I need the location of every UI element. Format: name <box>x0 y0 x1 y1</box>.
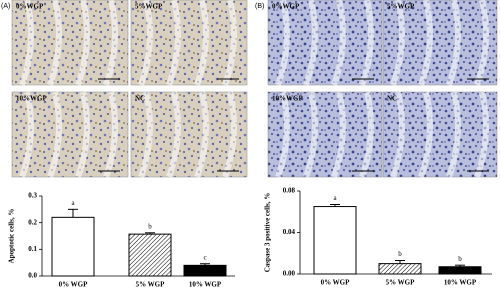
y-tick-label: 0.0 <box>28 272 37 280</box>
y-tick-label: 0.04 <box>283 228 296 236</box>
x-tick-label: 10% WGP <box>189 281 222 289</box>
villus <box>359 0 374 86</box>
error-bar <box>455 264 465 267</box>
error-bar <box>200 263 210 266</box>
villus <box>418 91 433 178</box>
villus <box>103 91 118 178</box>
error-bar <box>145 232 155 235</box>
y-tick-label: 0.2 <box>28 218 37 226</box>
micrograph-panels: (A) 0%WGP 5%WGP 10%WGP NC (B) 0%WGP 5%WGP 10%WGP… <box>1 0 498 178</box>
villus <box>75 91 90 178</box>
villus <box>275 0 290 86</box>
villus <box>166 0 181 86</box>
bar <box>313 206 357 275</box>
villus <box>47 0 62 86</box>
bar <box>128 233 172 277</box>
x-tick-label: 10% WGP <box>444 279 477 287</box>
villus <box>418 0 433 86</box>
x-tick-label: 0% WGP <box>59 281 89 289</box>
villus <box>138 91 153 178</box>
villus <box>75 0 90 86</box>
image-label: NC <box>135 95 145 103</box>
villus <box>446 0 461 86</box>
image-label: NC <box>387 95 397 103</box>
image-label: 10%WGP <box>16 95 47 103</box>
villus <box>19 0 34 86</box>
bar <box>378 263 422 275</box>
villus <box>331 91 346 178</box>
villus <box>390 91 405 178</box>
villus <box>359 91 374 178</box>
x-tick-label: 5% WGP <box>386 279 416 287</box>
villus <box>303 91 318 178</box>
image-label: 5%WGP <box>135 3 163 11</box>
significance-letter: a <box>333 194 337 202</box>
villus <box>166 91 181 178</box>
villus <box>390 0 405 86</box>
bar <box>183 264 227 277</box>
y-tick-label: 0.08 <box>283 187 296 195</box>
significance-letter: c <box>203 253 206 261</box>
villus <box>47 91 62 178</box>
significance-letter: b <box>458 255 462 263</box>
y-tick-label: 0.3 <box>28 192 37 200</box>
y-tick-label: 0.1 <box>28 245 37 253</box>
y-tick-label: 0.00 <box>283 270 296 278</box>
villus <box>19 91 34 178</box>
image-label: 10%WGP <box>272 95 303 103</box>
villus <box>474 0 489 86</box>
panel-label: (B) <box>255 3 264 10</box>
x-tick-label: 0% WGP <box>321 279 351 287</box>
villus <box>194 91 209 178</box>
y-axis-label: Apoptotic cells, % <box>8 209 16 264</box>
villus <box>222 0 237 86</box>
villus <box>331 0 346 86</box>
y-axis-label: Caspase 3 positive cells, % <box>264 193 272 273</box>
panel-label: (A) <box>1 3 10 10</box>
villus <box>275 91 290 178</box>
significance-letter: b <box>148 222 152 230</box>
villus <box>103 0 118 86</box>
villus <box>446 91 461 178</box>
villus <box>303 0 318 86</box>
villus <box>222 91 237 178</box>
image-label: 0%WGP <box>16 3 44 11</box>
error-bar <box>330 203 340 207</box>
villus <box>194 0 209 86</box>
villus <box>138 0 153 86</box>
significance-letter: a <box>71 199 75 207</box>
image-label: 5%WGP <box>387 3 415 11</box>
charts: 0.0 0.1 0.2 0.3 Apoptotic cells, % a 0% WGP b 5%… <box>8 187 492 289</box>
bar <box>438 266 482 275</box>
significance-letter: b <box>398 250 402 258</box>
x-tick-label: 5% WGP <box>136 281 166 289</box>
bar <box>51 216 95 277</box>
villus <box>474 91 489 178</box>
error-bar <box>395 260 405 264</box>
image-label: 0%WGP <box>272 3 300 11</box>
error-bar <box>68 208 78 218</box>
